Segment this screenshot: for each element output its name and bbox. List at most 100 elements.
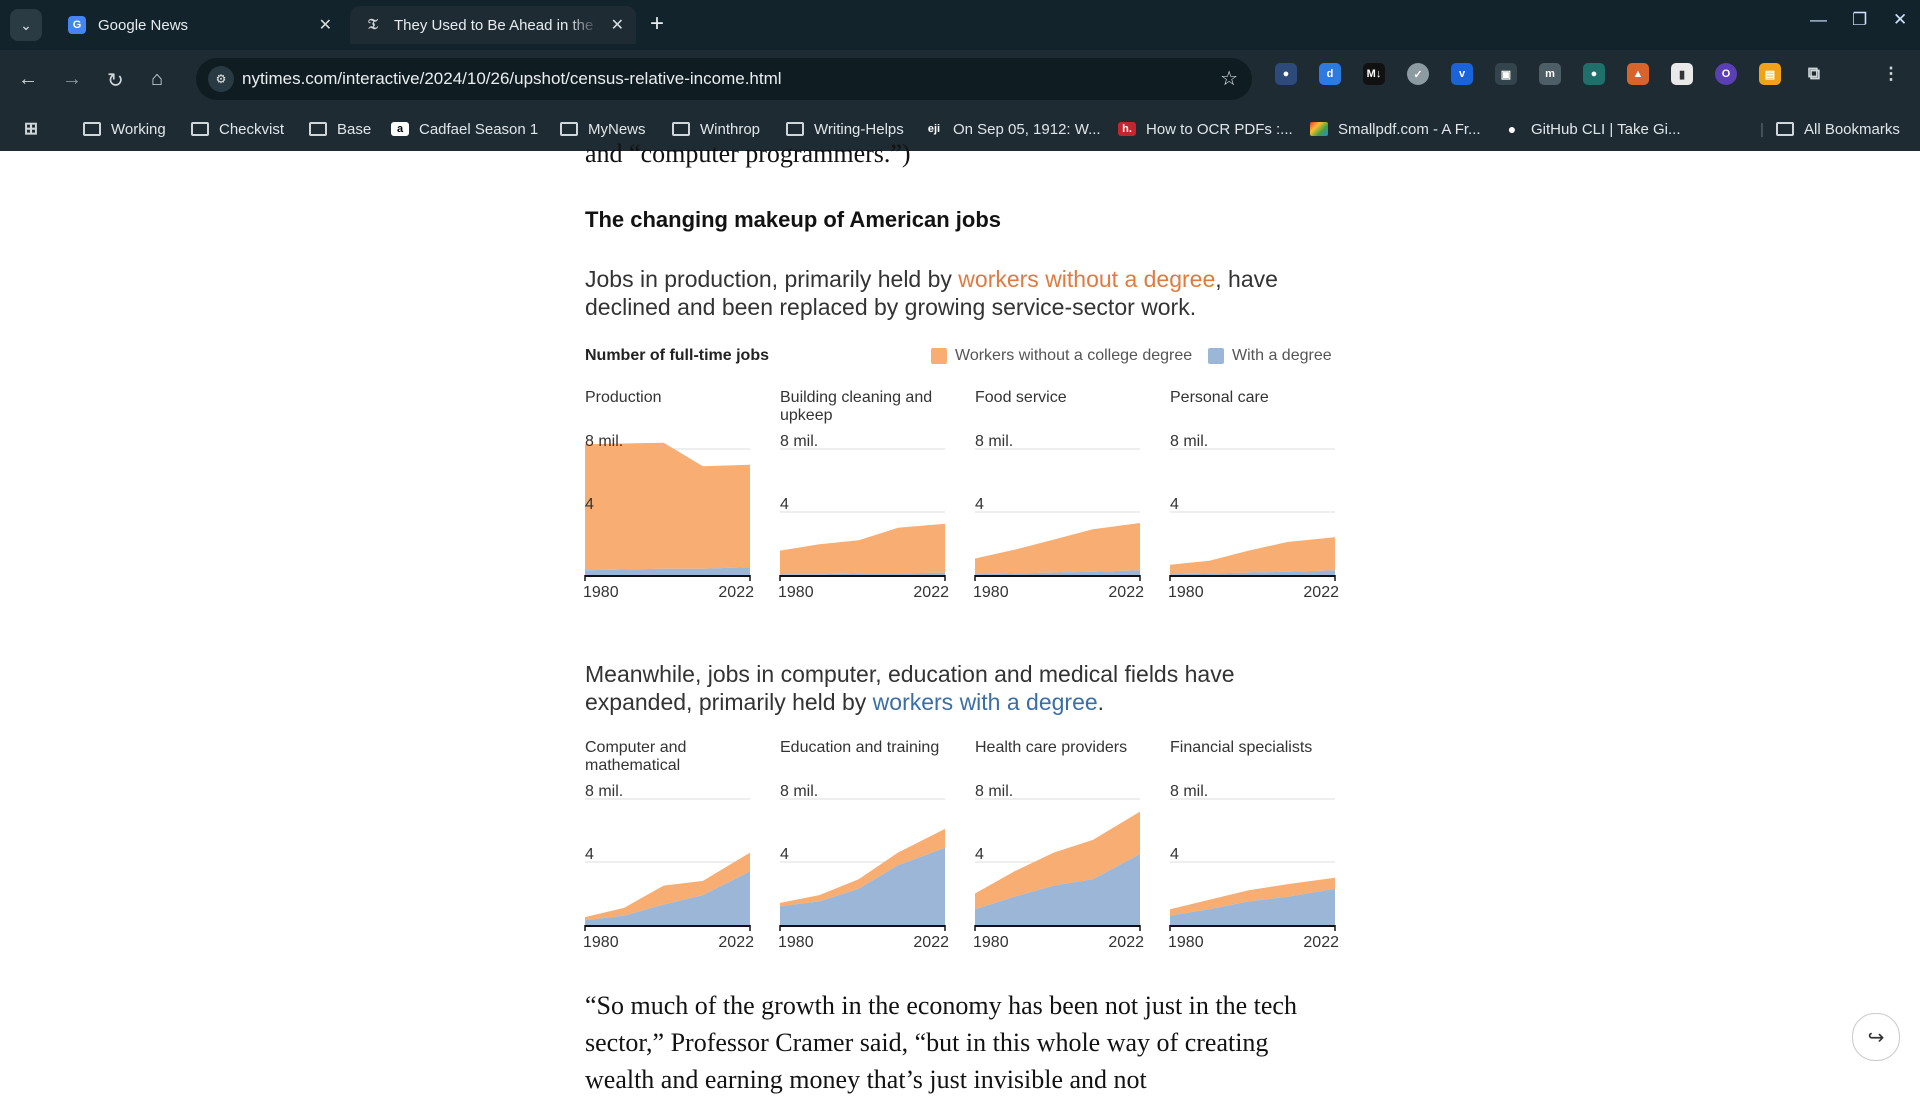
address-bar[interactable]: ⚙ nytimes.com/interactive/2024/10/26/ups… — [196, 58, 1252, 100]
bookmark-label: How to OCR PDFs :... — [1146, 120, 1293, 138]
area-no-degree — [975, 811, 1140, 910]
legend-label: Workers without a college degree — [955, 347, 1193, 364]
x-tick-label: 1980 — [778, 584, 814, 601]
x-tick-label: 1980 — [1168, 934, 1204, 951]
y-tick-label: 4 — [975, 846, 984, 863]
y-tick-label: 8 mil. — [1170, 433, 1208, 450]
back-icon[interactable]: ← — [18, 68, 38, 90]
menu-kebab-icon[interactable]: ⋮ — [1882, 64, 1900, 83]
tab-search-icon[interactable]: ⌄ — [10, 9, 42, 41]
bookmark-label: GitHub CLI | Take Gi... — [1531, 120, 1681, 138]
new-tab-icon[interactable]: + — [650, 10, 665, 37]
extension-icon[interactable]: ✓ — [1407, 63, 1429, 85]
folder-icon — [309, 122, 327, 136]
bookmark-writing-helps[interactable]: Writing-Helps — [786, 117, 904, 141]
tab-google-news[interactable]: G Google News ✕ — [54, 6, 344, 44]
minimize-icon[interactable]: — — [1810, 10, 1827, 29]
bookmark-cadfael[interactable]: a Cadfael Season 1 — [391, 117, 538, 141]
x-tick-label: 2022 — [718, 584, 754, 601]
area-no-degree — [585, 442, 750, 571]
y-tick-label: 8 mil. — [780, 433, 818, 450]
x-tick-label: 2022 — [1108, 584, 1144, 601]
extension-icon[interactable]: ● — [1275, 63, 1297, 85]
section-heading: The changing makeup of American jobs — [585, 207, 1002, 232]
tab-title: They Used to Be Ahead in the Am — [394, 16, 599, 34]
legend-degree: With a degree — [1208, 347, 1332, 365]
chart-title: Personal care — [1170, 389, 1269, 406]
quote-paragraph: “So much of the growth in the economy ha… — [585, 991, 1297, 1094]
extension-icon[interactable]: ● — [1583, 63, 1605, 85]
reload-icon[interactable]: ↻ — [107, 70, 124, 92]
bookmark-base[interactable]: Base — [309, 117, 371, 141]
bookmark-label: Working — [111, 120, 166, 138]
legend-swatch — [1208, 348, 1224, 364]
second-paragraph: Meanwhile, jobs in computer, education a… — [585, 660, 1335, 716]
extension-icon[interactable]: v — [1451, 63, 1473, 85]
home-icon[interactable]: ⌂ — [151, 68, 164, 90]
area-with-degree — [780, 847, 945, 925]
area-chart-svg: 8 mil. 4 1980 2022 — [583, 433, 754, 601]
bookmark-label: Smallpdf.com - A Fr... — [1338, 120, 1481, 138]
extension-icon[interactable]: d — [1319, 63, 1341, 85]
bookmark-smallpdf[interactable]: Smallpdf.com - A Fr... — [1310, 117, 1481, 141]
area-with-degree — [1170, 888, 1335, 925]
window-close-icon[interactable]: ✕ — [1893, 10, 1908, 29]
x-tick-label: 1980 — [583, 934, 619, 951]
bookmark-star-icon[interactable]: ☆ — [1220, 68, 1238, 90]
area-no-degree — [780, 523, 945, 575]
markdown-icon[interactable]: M↓ — [1363, 63, 1385, 85]
bookmark-checkvist[interactable]: Checkvist — [191, 117, 284, 141]
bookmarks-bar: ⊞ Working Checkvist Base a Cadfael Season… — [0, 108, 1920, 151]
tab-nyt-article[interactable]: 𝔗 They Used to Be Ahead in the Am ✕ — [350, 6, 636, 44]
extension-icon[interactable]: m — [1539, 63, 1561, 85]
area-no-degree — [975, 523, 1140, 575]
tab-close-icon[interactable]: ✕ — [318, 17, 332, 34]
degree-link[interactable]: workers with a degree — [872, 689, 1098, 715]
bookmark-winthrop[interactable]: Winthrop — [672, 117, 760, 141]
extensions-puzzle-icon[interactable]: ⧉ — [1807, 64, 1821, 83]
forward-icon[interactable]: → — [62, 68, 82, 90]
y-tick-label: 4 — [780, 846, 789, 863]
chart-title: Food service — [975, 389, 1067, 406]
area-with-degree — [975, 854, 1140, 925]
y-tick-label: 4 — [780, 496, 789, 513]
bookmark-label: Writing-Helps — [814, 120, 904, 138]
legend-label: With a degree — [1232, 347, 1332, 364]
no-degree-link[interactable]: workers without a degree — [958, 266, 1216, 292]
bookmark-working[interactable]: Working — [83, 117, 166, 141]
bookmark-eji[interactable]: eji On Sep 05, 1912: W... — [925, 117, 1101, 141]
bookmark-github-cli[interactable]: ● GitHub CLI | Take Gi... — [1503, 117, 1681, 141]
google-news-icon: G — [68, 16, 86, 34]
extension-icon[interactable]: O — [1715, 63, 1737, 85]
h-icon: h. — [1118, 122, 1136, 136]
site-info-icon[interactable]: ⚙ — [208, 66, 234, 92]
bookmark-mynews[interactable]: MyNews — [560, 117, 646, 141]
all-bookmarks[interactable]: All Bookmarks — [1776, 117, 1900, 141]
bookmark-label: On Sep 05, 1912: W... — [953, 120, 1101, 138]
chart-title: Financial specialists — [1170, 739, 1313, 756]
image-icon[interactable]: ▣ — [1495, 63, 1517, 85]
extension-icon[interactable]: ▤ — [1759, 63, 1781, 85]
url-text[interactable]: nytimes.com/interactive/2024/10/26/upsho… — [242, 69, 782, 88]
area-chart-svg: 8 mil. 4 1980 2022 — [973, 433, 1144, 601]
tab-close-icon[interactable]: ✕ — [610, 17, 624, 34]
nyt-icon: 𝔗 — [368, 17, 378, 33]
x-tick-label: 2022 — [913, 584, 949, 601]
extension-icon[interactable]: ▲ — [1627, 63, 1649, 85]
bookmark-label: Base — [337, 120, 372, 138]
extension-icon[interactable]: ▮ — [1671, 63, 1693, 85]
para-text: Meanwhile, jobs in computer, education a… — [585, 661, 1235, 715]
restore-icon[interactable]: ❐ — [1852, 10, 1868, 29]
share-icon[interactable]: ↪ — [1852, 1013, 1900, 1061]
y-tick-label: 4 — [585, 496, 594, 513]
eji-icon: eji — [927, 123, 941, 135]
folder-icon — [191, 122, 209, 136]
apps-icon[interactable]: ⊞ — [23, 119, 39, 138]
x-tick-label: 2022 — [1303, 934, 1339, 951]
folder-icon — [83, 122, 101, 136]
y-tick-label: 4 — [1170, 846, 1179, 863]
github-icon: ● — [1507, 121, 1517, 137]
bookmark-ocr-pdfs[interactable]: h. How to OCR PDFs :... — [1118, 117, 1293, 141]
area-no-degree — [585, 852, 750, 921]
area-with-degree — [585, 871, 750, 925]
